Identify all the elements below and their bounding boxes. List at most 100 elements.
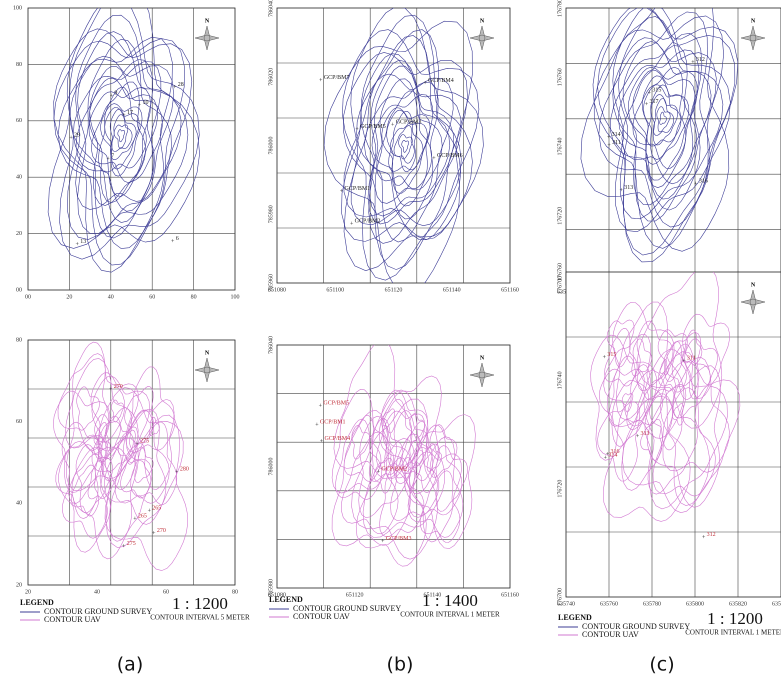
map-contours <box>28 8 235 290</box>
contour-line <box>111 399 124 423</box>
x-tick-label: 651120 <box>385 287 403 293</box>
y-tick-label: 20 <box>16 582 22 588</box>
contour-line <box>652 98 675 136</box>
contour-line <box>381 408 396 434</box>
point-marker: + <box>432 156 436 162</box>
contour-line <box>386 109 428 186</box>
north-arrow <box>469 25 495 51</box>
contour-line <box>351 398 438 560</box>
point-marker: + <box>682 358 686 364</box>
x-tick-label: 80 <box>191 294 197 300</box>
point-marker: + <box>106 156 110 162</box>
x-tick-label: 635780 <box>643 601 661 607</box>
point-marker: + <box>645 102 649 108</box>
contour-line <box>98 387 184 548</box>
contour-line <box>355 437 427 567</box>
contour-line <box>350 35 462 227</box>
x-tick-label: 60 <box>163 589 169 595</box>
point-label: 311 <box>612 140 621 146</box>
point-marker: + <box>702 535 706 541</box>
y-tick-label: 176700 <box>557 588 563 606</box>
contour-line <box>362 389 446 538</box>
point-marker: + <box>377 469 381 475</box>
point-marker: + <box>604 455 608 461</box>
contour-line <box>592 8 739 263</box>
x-tick-label: 651120 <box>346 592 364 598</box>
y-tick-label: 40 <box>16 501 22 507</box>
map-contours <box>277 8 510 283</box>
y-tick-label: 786040 <box>268 0 274 17</box>
point-label: 13 <box>80 239 86 245</box>
legend-title: LEGEND <box>269 595 303 604</box>
contour-line <box>658 341 687 393</box>
contour-line <box>408 439 425 469</box>
contour-line <box>393 410 429 479</box>
y-tick-label: 20 <box>16 231 22 237</box>
x-tick-label: 651160 <box>501 592 519 598</box>
point-label: 316 <box>699 178 708 184</box>
x-tick-label: 651080 <box>268 592 286 598</box>
contour-line <box>641 75 690 165</box>
y-tick-label: 785960 <box>268 274 274 292</box>
contour-line <box>65 341 126 449</box>
contour-line <box>647 365 721 508</box>
contour-line <box>335 418 383 500</box>
contour-line <box>120 443 152 499</box>
contour-line <box>404 414 476 549</box>
contour-line <box>99 447 153 542</box>
x-tick-label: 651140 <box>443 287 461 293</box>
contour-line <box>149 416 160 437</box>
point-marker: + <box>423 81 427 87</box>
x-tick-label: 635740 <box>557 601 575 607</box>
legend-entry: CONTOUR GROUND SURVEY <box>44 607 152 616</box>
y-tick-label: 80 <box>16 337 22 343</box>
contour-line <box>652 387 716 497</box>
point-marker: + <box>648 91 652 97</box>
point-label: 17 <box>127 110 133 116</box>
contour-line <box>342 29 480 281</box>
point-label: 280 <box>180 466 189 472</box>
point-label: 29 <box>74 132 80 138</box>
x-tick-label: 80 <box>232 589 238 595</box>
contour-line <box>104 107 140 170</box>
contour-line <box>598 11 711 228</box>
panel-label: (b) <box>387 654 414 676</box>
contour-line <box>664 332 702 400</box>
contour-line <box>612 301 675 421</box>
contour-line <box>378 375 442 495</box>
legend-entry: CONTOUR UAV <box>293 612 350 621</box>
contour-line <box>401 139 409 153</box>
panel-label: (c) <box>649 654 674 676</box>
point-marker: + <box>620 188 624 194</box>
map-frame <box>565 271 781 598</box>
contour-line <box>111 114 133 152</box>
contour-line <box>671 343 711 419</box>
contour-line <box>126 399 175 490</box>
north-letter: N <box>751 18 756 24</box>
contour-line <box>408 424 463 518</box>
point-marker: + <box>152 531 156 537</box>
point-label: 28 <box>178 82 184 88</box>
contour-line <box>53 28 193 273</box>
contour-line <box>389 121 417 173</box>
contour-line <box>76 386 100 431</box>
y-tick-label: 80 <box>16 62 22 68</box>
y-tick-label: 60 <box>16 419 22 425</box>
legend-entry: CONTOUR GROUND SURVEY <box>293 604 401 613</box>
contour-line <box>379 457 425 538</box>
point-label: GCP/BM1 <box>320 420 346 426</box>
contour-line <box>622 351 710 514</box>
contour-line <box>659 111 667 125</box>
contour-interval: CONTOUR INTERVAL 5 METER <box>150 614 250 622</box>
contour-line <box>622 41 712 206</box>
contour-line <box>376 398 418 470</box>
panel-label: (a) <box>117 654 143 676</box>
north-arrow <box>740 25 766 51</box>
point-label: 317 <box>650 99 659 105</box>
point-label: GCP/BM4 <box>428 78 454 84</box>
contour-line <box>603 334 652 427</box>
contour-line <box>606 319 635 368</box>
point-label: 275 <box>140 438 149 444</box>
map-contours <box>28 340 235 585</box>
y-tick-label: 40 <box>16 175 22 181</box>
